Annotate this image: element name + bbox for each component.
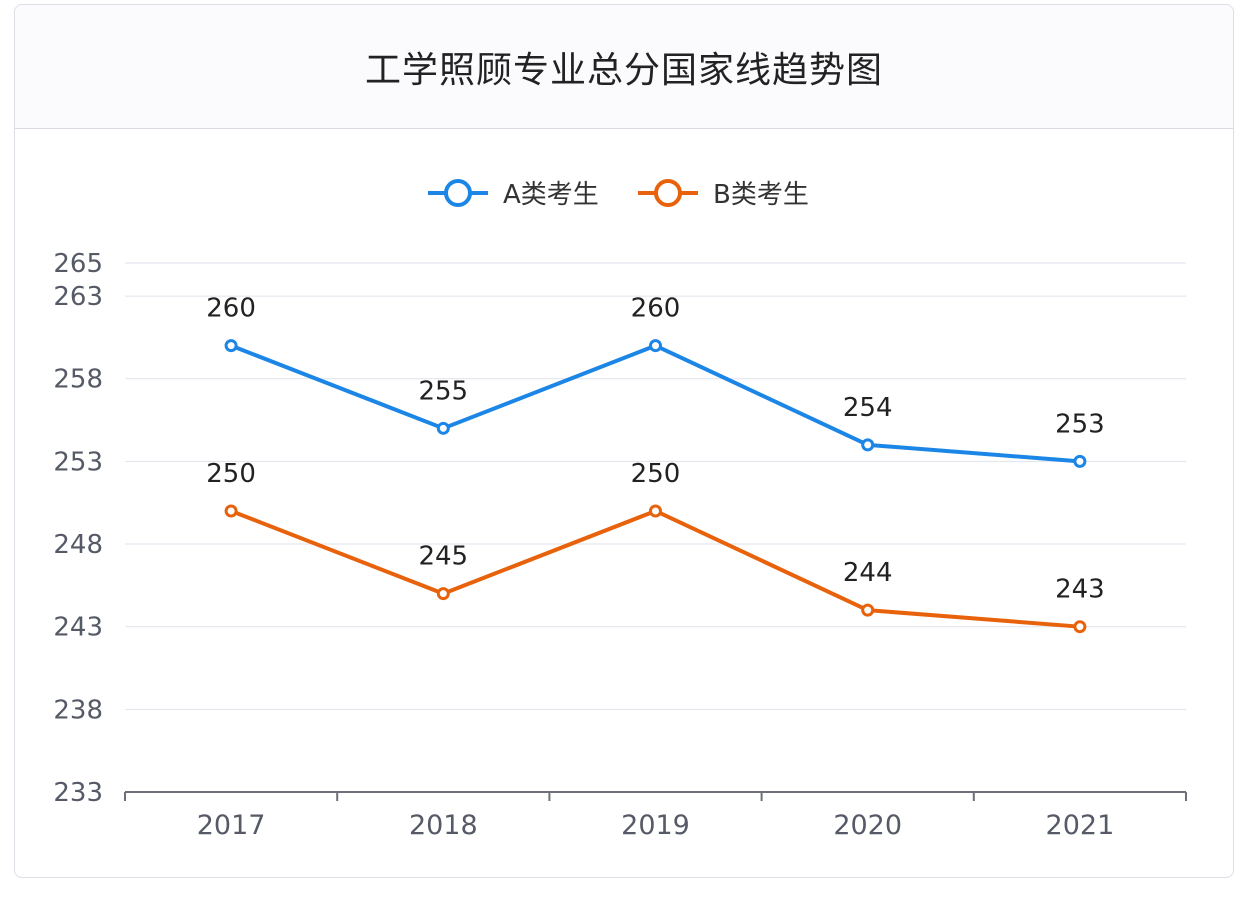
- data-point: [649, 339, 662, 353]
- data-label: 245: [418, 542, 468, 572]
- data-point: [436, 587, 450, 601]
- legend-label: B类考生: [713, 180, 809, 210]
- x-tick-label: 2019: [621, 810, 690, 841]
- legend-marker: [444, 179, 472, 207]
- x-tick-label: 2018: [409, 810, 478, 841]
- data-label: 255: [418, 376, 468, 406]
- data-point: [861, 438, 875, 452]
- y-tick-label: 238: [53, 695, 103, 725]
- data-point: [861, 603, 875, 617]
- data-point: [224, 339, 238, 353]
- data-label: 253: [1055, 409, 1105, 439]
- y-tick-label: 248: [53, 530, 103, 560]
- data-label: 254: [843, 393, 893, 423]
- data-point: [1073, 454, 1087, 468]
- data-point: [224, 504, 238, 518]
- data-label: 250: [206, 459, 256, 489]
- x-tick-label: 2020: [833, 810, 902, 841]
- y-tick-label: 258: [53, 365, 103, 395]
- y-tick-label: 233: [53, 778, 103, 808]
- y-tick-label: 263: [53, 282, 103, 312]
- series-line: [230, 343, 1081, 464]
- x-tick-label: 2021: [1046, 810, 1115, 841]
- data-point: [649, 504, 662, 518]
- legend-marker: [654, 179, 682, 207]
- series-line: [230, 508, 1081, 629]
- y-tick-label: 253: [53, 447, 103, 477]
- chart-title: 工学照顾专业总分国家线趋势图: [364, 49, 883, 91]
- data-label: 250: [631, 459, 681, 489]
- data-label: 260: [206, 294, 256, 324]
- y-tick-label: 243: [53, 613, 103, 643]
- legend-label: A类考生: [503, 180, 599, 210]
- chart-card: 工学照顾专业总分国家线趋势图: [14, 4, 1234, 878]
- x-tick-label: 2017: [197, 810, 266, 841]
- chart-header: 工学照顾专业总分国家线趋势图: [15, 5, 1233, 129]
- data-label: 243: [1055, 575, 1105, 605]
- data-label: 260: [631, 294, 681, 324]
- data-point: [436, 421, 450, 435]
- data-label: 244: [843, 558, 893, 588]
- y-tick-label: 265: [53, 249, 103, 279]
- data-point: [1073, 620, 1087, 634]
